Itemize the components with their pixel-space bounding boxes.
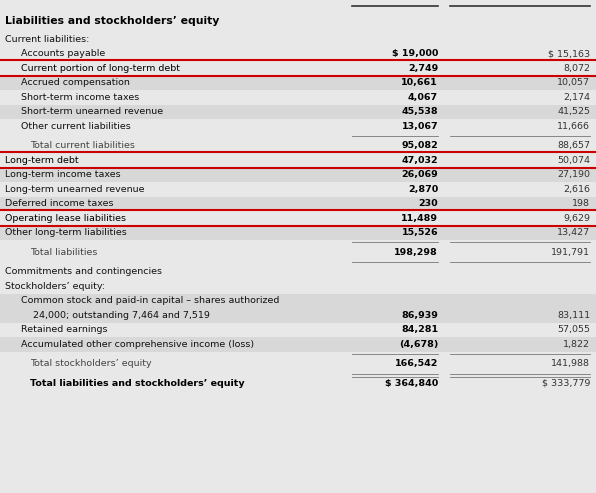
Text: Short-term unearned revenue: Short-term unearned revenue [21, 107, 163, 116]
Text: Liabilities and stockholders’ equity: Liabilities and stockholders’ equity [5, 16, 219, 26]
Text: 1,822: 1,822 [563, 340, 590, 349]
Bar [0, 168, 596, 182]
Bar [0, 60, 596, 76]
Text: Accumulated other comprehensive income (loss): Accumulated other comprehensive income (… [21, 340, 254, 349]
Text: 11,666: 11,666 [557, 122, 590, 131]
Text: Accounts payable: Accounts payable [21, 49, 105, 58]
Text: 13,427: 13,427 [557, 228, 590, 237]
Bar [0, 308, 596, 322]
Text: Total liabilities and stockholders’ equity: Total liabilities and stockholders’ equi… [30, 379, 244, 388]
Text: 84,281: 84,281 [401, 325, 438, 334]
Text: 191,791: 191,791 [551, 248, 590, 257]
Text: Total current liabilities: Total current liabilities [30, 141, 135, 150]
Text: 27,190: 27,190 [557, 170, 590, 179]
Text: 2,616: 2,616 [563, 185, 590, 194]
Bar [0, 225, 596, 240]
Text: (4,678): (4,678) [399, 340, 438, 349]
Text: 26,069: 26,069 [401, 170, 438, 179]
Bar [0, 293, 596, 308]
Text: 141,988: 141,988 [551, 359, 590, 368]
Text: Stockholders’ equity:: Stockholders’ equity: [5, 282, 105, 291]
Text: 50,074: 50,074 [557, 156, 590, 165]
Text: $ 15,163: $ 15,163 [548, 49, 590, 58]
Bar [0, 152, 596, 169]
Text: 198,298: 198,298 [395, 248, 438, 257]
Text: 2,174: 2,174 [563, 93, 590, 102]
Text: 47,032: 47,032 [402, 156, 438, 165]
Text: Long-term debt: Long-term debt [5, 156, 79, 165]
Bar [0, 75, 596, 90]
Text: 11,489: 11,489 [401, 214, 438, 223]
Text: 2,870: 2,870 [408, 185, 438, 194]
Bar [0, 105, 596, 119]
Bar [0, 337, 596, 352]
Text: Current portion of long-term debt: Current portion of long-term debt [21, 64, 181, 73]
Bar [0, 210, 596, 226]
Text: Long-term unearned revenue: Long-term unearned revenue [5, 185, 144, 194]
Text: 166,542: 166,542 [395, 359, 438, 368]
Text: Short-term income taxes: Short-term income taxes [21, 93, 139, 102]
Text: 41,525: 41,525 [557, 107, 590, 116]
Text: 198: 198 [572, 199, 590, 208]
Bar [0, 197, 596, 211]
Text: Accrued compensation: Accrued compensation [21, 78, 131, 87]
Text: Deferred income taxes: Deferred income taxes [5, 199, 113, 208]
Text: Long-term income taxes: Long-term income taxes [5, 170, 120, 179]
Text: 10,057: 10,057 [557, 78, 590, 87]
Text: $ 333,779: $ 333,779 [542, 379, 590, 388]
Text: 8,072: 8,072 [563, 64, 590, 73]
Bar [0, 10, 596, 32]
Text: 4,067: 4,067 [408, 93, 438, 102]
Text: 9,629: 9,629 [563, 214, 590, 223]
Text: 83,111: 83,111 [557, 311, 590, 320]
Text: Operating lease liabilities: Operating lease liabilities [5, 214, 126, 223]
Text: Retained earnings: Retained earnings [21, 325, 108, 334]
Text: 2,749: 2,749 [408, 64, 438, 73]
Text: 15,526: 15,526 [402, 228, 438, 237]
Text: Total liabilities: Total liabilities [30, 248, 97, 257]
Text: 45,538: 45,538 [402, 107, 438, 116]
Text: 10,661: 10,661 [401, 78, 438, 87]
Text: Current liabilities:: Current liabilities: [5, 35, 89, 44]
Text: Common stock and paid-in capital – shares authorized: Common stock and paid-in capital – share… [21, 296, 280, 305]
Text: 86,939: 86,939 [401, 311, 438, 320]
Text: Commitments and contingencies: Commitments and contingencies [5, 267, 162, 276]
Text: 57,055: 57,055 [557, 325, 590, 334]
Text: 230: 230 [418, 199, 438, 208]
Text: 88,657: 88,657 [557, 141, 590, 150]
Text: $ 19,000: $ 19,000 [392, 49, 438, 58]
Text: 13,067: 13,067 [402, 122, 438, 131]
Text: $ 364,840: $ 364,840 [385, 379, 438, 388]
Text: 24,000; outstanding 7,464 and 7,519: 24,000; outstanding 7,464 and 7,519 [21, 311, 210, 320]
Text: Other current liabilities: Other current liabilities [21, 122, 131, 131]
Text: 95,082: 95,082 [401, 141, 438, 150]
Text: Total stockholders’ equity: Total stockholders’ equity [30, 359, 151, 368]
Text: Other long-term liabilities: Other long-term liabilities [5, 228, 126, 237]
